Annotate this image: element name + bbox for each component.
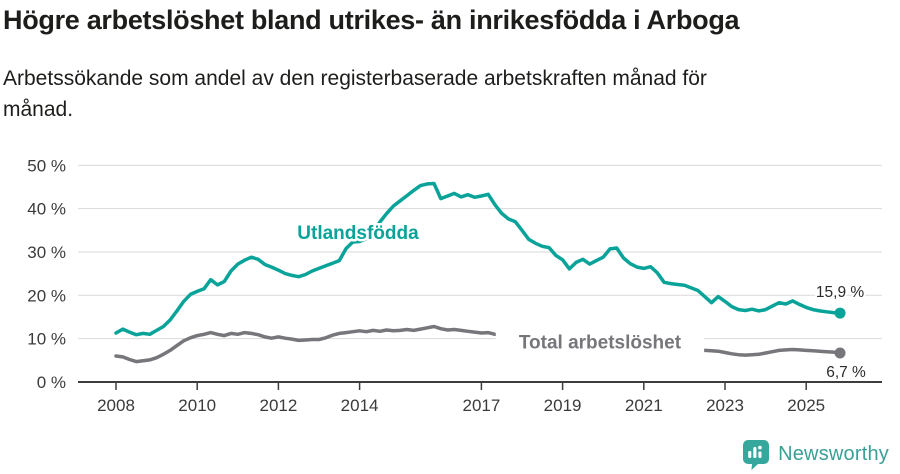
newsworthy-logo-icon <box>743 440 770 470</box>
series-line-utlandsf-dda <box>114 181 842 337</box>
logo-dot <box>758 445 762 450</box>
chart-subtitle-line2: månad. <box>3 98 74 121</box>
newsworthy-brand-text: Newsworthy <box>778 443 889 465</box>
series-end-value-label: 15,9 % <box>816 284 864 301</box>
line-chart: 0 % 10 % 20 % 30 % 40 % 50 % 2008 2010 2012 2014 2… <box>27 156 882 415</box>
x-axis-tick-label: 2019 <box>544 396 582 415</box>
series-label: Utlandsfödda <box>297 223 419 244</box>
x-axis-tick-label: 2010 <box>178 396 216 415</box>
y-axis-tick-label: 50 % <box>27 156 66 175</box>
series-end-dot <box>834 347 846 359</box>
y-axis-tick-label: 20 % <box>27 286 66 305</box>
x-axis-tick-label: 2025 <box>787 396 825 415</box>
series-line-total-arbetsl-shet <box>114 324 842 364</box>
y-axis-tick-label: 10 % <box>27 330 66 349</box>
chart-subtitle-line1: Arbetssökande som andel av den registerb… <box>3 67 707 90</box>
page-title: Högre arbetslöshet bland utrikes- än inr… <box>3 5 740 35</box>
x-axis-tick-label: 2008 <box>97 396 135 415</box>
series-end-dot <box>834 307 846 319</box>
x-axis-tick-label: 2021 <box>625 396 663 415</box>
x-axis-tick-label: 2014 <box>341 396 379 415</box>
series-end-value-label: 6,7 % <box>826 364 866 381</box>
x-axis-tick-label: 2012 <box>259 396 297 415</box>
series-label: Total arbetslöshet <box>519 333 682 354</box>
logo-bar-tall <box>753 447 757 458</box>
logo-bar-exclaim <box>758 451 762 458</box>
x-axis-tick-label: 2017 <box>462 396 500 415</box>
brand-lockup: Newsworthy <box>742 439 889 470</box>
logo-bar-small <box>748 451 752 458</box>
y-axis-tick-label: 40 % <box>27 200 66 219</box>
y-axis-tick-label: 30 % <box>27 243 66 262</box>
x-axis-tick-label: 2023 <box>706 396 744 415</box>
y-axis-tick-label: 0 % <box>37 373 66 392</box>
chart-subtitle: Arbetssökande som andel av den registerb… <box>3 63 843 125</box>
series-label-mask <box>495 328 705 355</box>
